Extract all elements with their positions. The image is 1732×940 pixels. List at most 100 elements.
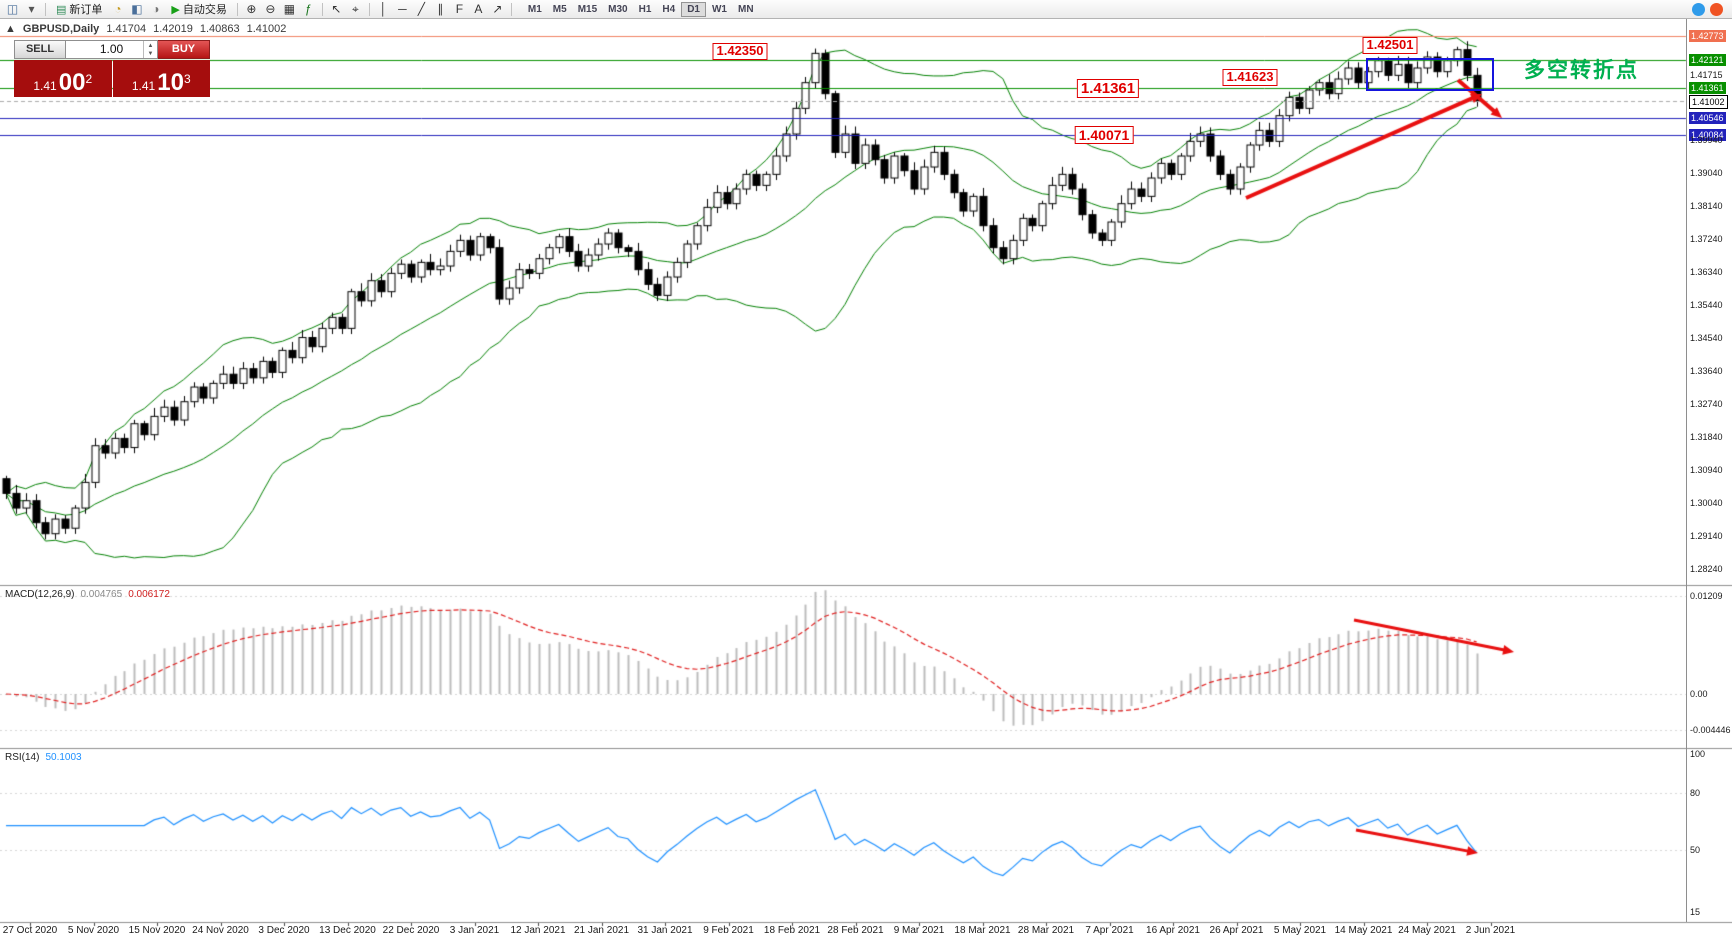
grid-icon[interactable]: ▦ xyxy=(283,1,296,16)
volume-input[interactable]: 1.00 ▲ ▼ xyxy=(66,40,158,59)
navigator-icon[interactable]: ◑ xyxy=(152,1,160,16)
scale-tick-1.35440: 1.35440 xyxy=(1690,300,1723,310)
date-label: 26 Apr 2021 xyxy=(1209,925,1264,936)
stepper-down-icon[interactable]: ▼ xyxy=(147,50,154,57)
date-label: 3 Dec 2020 xyxy=(258,925,310,936)
sell-button[interactable]: SELL xyxy=(14,40,66,59)
date-label: 15 Nov 2020 xyxy=(128,925,186,936)
ask-big-figure: 1.41 xyxy=(131,79,156,93)
new-order-button-label: 新订单 xyxy=(69,4,103,16)
date-label: 21 Jan 2021 xyxy=(573,925,630,936)
rsi-scale-80: 80 xyxy=(1690,788,1701,798)
scale-tick-1.30040: 1.30040 xyxy=(1690,498,1723,508)
cursor-icon[interactable]: ↖ xyxy=(331,1,342,16)
price-callout-1.42350[interactable]: 1.42350 xyxy=(712,43,768,60)
text-icon[interactable]: A xyxy=(474,1,483,16)
auto-trading-button-icon: ▶ xyxy=(171,3,180,16)
timeframe-d1[interactable]: D1 xyxy=(681,1,706,17)
date-label: 12 Jan 2021 xyxy=(510,925,566,936)
timeframe-m1[interactable]: M1 xyxy=(527,3,542,15)
date-label: 28 Mar 2021 xyxy=(1017,925,1075,936)
crosshair-icon[interactable]: ⌖ xyxy=(351,1,359,16)
market-watch-icon[interactable]: ◔ xyxy=(114,1,122,16)
macd-scale-0.01209: 0.01209 xyxy=(1690,591,1723,601)
ohlc-open: 1.41704 xyxy=(106,23,147,35)
macd-signal-value: 0.006172 xyxy=(128,589,170,600)
date-label: 3 Jan 2021 xyxy=(449,925,500,936)
macd-header: MACD(12,26,9) 0.004765 0.006172 xyxy=(5,589,170,600)
timeframe-m5[interactable]: M5 xyxy=(552,3,567,15)
scale-marked-1.40084: 1.40084 xyxy=(1689,129,1726,141)
buy-button[interactable]: BUY xyxy=(158,40,210,59)
arrows-icon[interactable]: ↗ xyxy=(492,1,503,16)
auto-trading-button[interactable]: ▶ 自动交易 xyxy=(166,1,231,17)
date-label: 31 Jan 2021 xyxy=(637,925,693,936)
scale-tick-1.30940: 1.30940 xyxy=(1690,465,1723,475)
indicators-icon[interactable]: ƒ xyxy=(305,1,312,16)
bid-price-button[interactable]: 1.41 00 2 xyxy=(14,60,112,97)
data-window-icon[interactable]: ◧ xyxy=(131,1,143,16)
new-chart-icon[interactable]: ◫ xyxy=(6,1,19,16)
consolidation-box-annotation[interactable] xyxy=(1366,58,1494,91)
price-callout-1.42501[interactable]: 1.42501 xyxy=(1362,37,1418,54)
live-update-icon[interactable] xyxy=(1710,2,1723,16)
timeframe-m30[interactable]: M30 xyxy=(608,3,628,15)
rsi-scale-100: 100 xyxy=(1690,749,1706,759)
stepper-up-icon[interactable]: ▲ xyxy=(147,42,154,49)
timeframe-m15[interactable]: M15 xyxy=(577,3,598,15)
trendline-icon[interactable]: ╱ xyxy=(417,1,425,16)
rsi-scale-50: 50 xyxy=(1690,845,1701,855)
scale-tick-1.39940: 1.39940 xyxy=(1690,135,1723,145)
rsi-header: RSI(14) 50.1003 xyxy=(5,752,82,763)
one-click-toggle-icon[interactable]: ▲ xyxy=(5,23,16,35)
toolbar-separator xyxy=(510,2,512,16)
date-label: 18 Mar 2021 xyxy=(954,925,1011,936)
price-callout-1.41361[interactable]: 1.41361 xyxy=(1076,79,1140,99)
date-label: 14 May 2021 xyxy=(1334,925,1393,936)
scale-tick-1.32740: 1.32740 xyxy=(1690,399,1723,409)
date-label: 16 Apr 2021 xyxy=(1146,925,1200,936)
bid-pips: 00 xyxy=(58,69,86,96)
scale-tick-1.37240: 1.37240 xyxy=(1690,234,1723,244)
date-label: 9 Mar 2021 xyxy=(893,925,945,936)
ask-price-button[interactable]: 1.41 10 3 xyxy=(112,60,210,97)
chart-profiles-icon[interactable]: ▾ xyxy=(28,1,35,16)
date-label: 22 Dec 2020 xyxy=(382,925,440,936)
scale-tick-1.34540: 1.34540 xyxy=(1690,333,1723,343)
channel-icon[interactable]: ∥ xyxy=(437,1,444,16)
ask-point: 3 xyxy=(183,72,191,86)
community-icon[interactable] xyxy=(1692,2,1705,16)
date-label: 2 Jun 2021 xyxy=(1465,925,1516,936)
fibonacci-icon[interactable]: F xyxy=(455,1,464,16)
scale-tick-1.28240: 1.28240 xyxy=(1690,564,1723,574)
timeframe-h1[interactable]: H1 xyxy=(638,3,652,15)
new-order-button[interactable]: ▤ 新订单 xyxy=(51,1,107,17)
timeframe-h4[interactable]: H4 xyxy=(662,3,676,15)
scale-tick-1.33640: 1.33640 xyxy=(1690,366,1723,376)
turning-point-note[interactable]: 多空转折点 xyxy=(1524,59,1639,82)
horizontal-line-icon[interactable]: ─ xyxy=(398,1,407,16)
ohlc-close: 1.41002 xyxy=(246,23,287,35)
vertical-line-icon[interactable]: │ xyxy=(379,1,388,16)
price-callout-1.41623[interactable]: 1.41623 xyxy=(1222,69,1278,86)
price-callout-1.40071[interactable]: 1.40071 xyxy=(1074,126,1134,145)
price-scale[interactable] xyxy=(1686,19,1732,922)
date-label: 7 Apr 2021 xyxy=(1085,925,1134,936)
auto-trading-button-label: 自动交易 xyxy=(182,4,227,16)
scale-marked-1.41002: 1.41002 xyxy=(1689,95,1728,109)
ask-pips: 10 xyxy=(157,69,184,96)
volume-value: 1.00 xyxy=(99,42,124,56)
timeframe-w1[interactable]: W1 xyxy=(711,3,727,15)
macd-main-value: 0.004765 xyxy=(80,589,123,600)
bid-big-figure: 1.41 xyxy=(33,79,57,93)
date-label: 27 Oct 2020 xyxy=(2,925,58,936)
scale-marked-1.40546: 1.40546 xyxy=(1689,112,1726,124)
zoom-in-icon[interactable]: ⊕ xyxy=(246,1,257,16)
timeframe-mn[interactable]: MN xyxy=(737,3,754,15)
volume-stepper[interactable]: ▲ ▼ xyxy=(143,41,157,58)
scale-tick-1.38140: 1.38140 xyxy=(1690,201,1723,211)
date-label: 9 Feb 2021 xyxy=(703,925,754,936)
zoom-out-icon[interactable]: ⊖ xyxy=(265,1,276,16)
